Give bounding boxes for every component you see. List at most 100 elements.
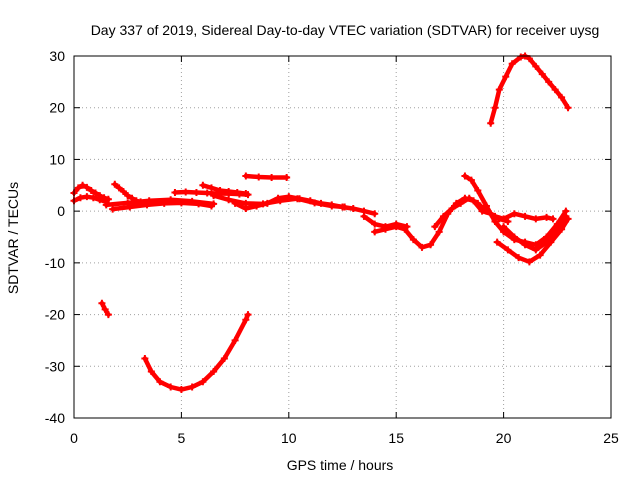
chart-title: Day 337 of 2019, Sidereal Day-to-day VTE… xyxy=(91,22,600,38)
data-point xyxy=(83,183,91,191)
data-point xyxy=(111,180,119,188)
data-point xyxy=(231,199,239,207)
data-point xyxy=(521,241,529,249)
data-point xyxy=(457,199,465,207)
data-point xyxy=(409,236,417,244)
data-point xyxy=(553,225,561,233)
data-point xyxy=(188,383,196,391)
data-point xyxy=(115,184,123,192)
y-tick-label: -20 xyxy=(45,307,65,323)
data-point xyxy=(500,223,508,231)
x-tick-label: 10 xyxy=(281,430,297,446)
data-point xyxy=(401,225,409,233)
data-point xyxy=(233,189,241,197)
y-tick-label: 30 xyxy=(49,48,65,64)
data-point xyxy=(119,187,127,195)
data-point xyxy=(543,238,551,246)
data-point xyxy=(431,223,439,231)
data-point xyxy=(177,386,185,394)
data-point xyxy=(216,186,224,194)
series-arc-17 xyxy=(494,216,571,265)
x-tick-label: 15 xyxy=(388,430,404,446)
data-series xyxy=(70,52,572,394)
data-point xyxy=(242,205,250,213)
data-point xyxy=(517,53,525,61)
data-point xyxy=(231,336,239,344)
data-point xyxy=(306,197,314,205)
data-point xyxy=(521,212,529,220)
data-point xyxy=(177,199,185,207)
data-point xyxy=(339,203,346,211)
y-tick-label: -10 xyxy=(45,255,65,271)
data-point xyxy=(543,213,551,221)
data-point xyxy=(171,189,179,197)
x-tick-label: 25 xyxy=(603,430,619,446)
data-point xyxy=(220,355,228,363)
data-point xyxy=(493,238,501,246)
data-point xyxy=(558,93,566,101)
data-point xyxy=(392,223,400,231)
data-point xyxy=(160,199,168,207)
plot-frame xyxy=(73,55,612,419)
data-point xyxy=(89,194,97,202)
data-point xyxy=(268,174,276,182)
data-point xyxy=(76,194,84,202)
data-point xyxy=(491,104,499,112)
data-point xyxy=(427,241,435,249)
x-tick-label: 20 xyxy=(496,430,512,446)
data-point xyxy=(147,367,155,375)
data-point xyxy=(98,299,106,307)
data-point xyxy=(418,243,426,251)
data-point xyxy=(525,258,533,266)
data-point xyxy=(207,202,215,210)
data-point xyxy=(551,86,559,94)
data-point xyxy=(491,217,499,225)
data-point xyxy=(564,104,572,112)
axis-ticks xyxy=(73,55,612,419)
data-point xyxy=(381,225,389,233)
data-point xyxy=(87,186,95,194)
y-tick-label: -40 xyxy=(45,410,65,426)
y-tick-label: 20 xyxy=(49,100,65,116)
data-point xyxy=(371,220,379,228)
data-point xyxy=(104,311,112,319)
data-point xyxy=(167,383,175,391)
data-point xyxy=(210,192,218,200)
data-point xyxy=(371,210,379,218)
series-arc-12 xyxy=(142,312,251,392)
data-point xyxy=(210,367,218,375)
y-axis-title: SDTVAR / TECUs xyxy=(5,182,21,294)
data-point xyxy=(328,201,336,209)
data-point xyxy=(508,60,516,68)
x-tick-labels: 0 5 10 15 20 25 xyxy=(70,430,619,446)
y-tick-label: 0 xyxy=(57,203,65,219)
data-point xyxy=(474,186,482,194)
data-point xyxy=(143,201,151,209)
y-tick-label: 10 xyxy=(49,151,65,167)
data-point xyxy=(500,215,508,223)
data-point xyxy=(199,181,207,189)
data-point xyxy=(203,189,211,197)
data-point xyxy=(225,196,233,204)
data-point xyxy=(510,233,518,241)
data-point xyxy=(349,205,357,213)
series-arc-19 xyxy=(488,53,571,126)
data-point xyxy=(225,187,233,195)
data-point xyxy=(207,184,215,192)
data-point xyxy=(536,251,544,259)
data-point xyxy=(96,196,104,204)
grid xyxy=(74,56,611,418)
data-point xyxy=(255,173,263,181)
data-point xyxy=(532,215,540,223)
data-point xyxy=(274,194,282,202)
data-point xyxy=(244,311,252,319)
data-point xyxy=(182,188,190,196)
data-point xyxy=(532,246,540,254)
data-point xyxy=(435,228,443,236)
data-point xyxy=(141,355,149,363)
data-point xyxy=(532,62,540,70)
data-point xyxy=(102,201,110,209)
data-point xyxy=(101,305,109,313)
data-point xyxy=(192,189,200,197)
